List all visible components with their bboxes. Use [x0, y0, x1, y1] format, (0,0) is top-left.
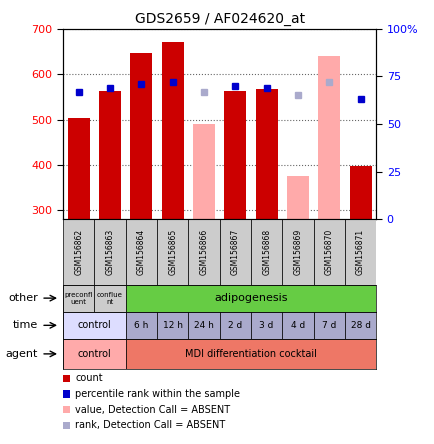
Text: 3 d: 3 d: [259, 321, 273, 330]
Bar: [63, 339, 125, 369]
Text: 6 h: 6 h: [134, 321, 148, 330]
Text: control: control: [77, 349, 111, 359]
Text: other: other: [8, 293, 38, 303]
Text: count: count: [75, 373, 103, 383]
Title: GDS2659 / AF024620_at: GDS2659 / AF024620_at: [134, 12, 304, 27]
Text: GSM156869: GSM156869: [293, 229, 302, 275]
Text: GSM156865: GSM156865: [168, 229, 177, 275]
Text: 28 d: 28 d: [350, 321, 370, 330]
Text: time: time: [13, 320, 38, 330]
Bar: [344, 219, 375, 285]
Bar: [94, 219, 125, 285]
Text: rank, Detection Call = ABSENT: rank, Detection Call = ABSENT: [75, 420, 225, 430]
Bar: [99, 91, 121, 219]
Text: GSM156862: GSM156862: [74, 229, 83, 275]
Bar: [219, 219, 250, 285]
Bar: [125, 285, 375, 312]
Text: 2 d: 2 d: [228, 321, 242, 330]
Text: agent: agent: [6, 349, 38, 359]
Bar: [344, 312, 375, 339]
Bar: [193, 123, 214, 219]
Bar: [157, 312, 188, 339]
Text: percentile rank within the sample: percentile rank within the sample: [75, 389, 240, 399]
Bar: [125, 339, 375, 369]
Bar: [250, 312, 282, 339]
Text: GSM156870: GSM156870: [324, 229, 333, 275]
Text: GSM156864: GSM156864: [137, 229, 145, 275]
Text: value, Detection Call = ABSENT: value, Detection Call = ABSENT: [75, 404, 230, 415]
Bar: [282, 219, 313, 285]
Bar: [125, 219, 157, 285]
Text: GSM156868: GSM156868: [262, 229, 270, 275]
Bar: [313, 219, 344, 285]
Bar: [224, 91, 246, 219]
Bar: [286, 176, 308, 219]
Bar: [157, 219, 188, 285]
Bar: [282, 312, 313, 339]
Text: 12 h: 12 h: [162, 321, 182, 330]
Bar: [161, 43, 183, 219]
Text: 7 d: 7 d: [321, 321, 336, 330]
Bar: [130, 53, 152, 219]
Bar: [313, 312, 344, 339]
Text: conflue
nt: conflue nt: [97, 292, 123, 305]
Bar: [250, 219, 282, 285]
Bar: [63, 219, 94, 285]
Bar: [125, 312, 157, 339]
Bar: [188, 219, 219, 285]
Bar: [63, 312, 125, 339]
Bar: [255, 89, 277, 219]
Text: MDI differentiation cocktail: MDI differentiation cocktail: [184, 349, 316, 359]
Bar: [94, 285, 125, 312]
Bar: [63, 285, 94, 312]
Text: GSM156871: GSM156871: [355, 229, 364, 275]
Text: 4 d: 4 d: [290, 321, 304, 330]
Text: GSM156867: GSM156867: [230, 229, 239, 275]
Text: GSM156866: GSM156866: [199, 229, 208, 275]
Bar: [349, 166, 371, 219]
Text: 24 h: 24 h: [194, 321, 214, 330]
Text: adipogenesis: adipogenesis: [214, 293, 287, 303]
Bar: [318, 56, 339, 219]
Text: GSM156863: GSM156863: [105, 229, 114, 275]
Text: preconfl
uent: preconfl uent: [64, 292, 93, 305]
Bar: [219, 312, 250, 339]
Bar: [188, 312, 219, 339]
Bar: [68, 118, 89, 219]
Text: control: control: [77, 320, 111, 330]
